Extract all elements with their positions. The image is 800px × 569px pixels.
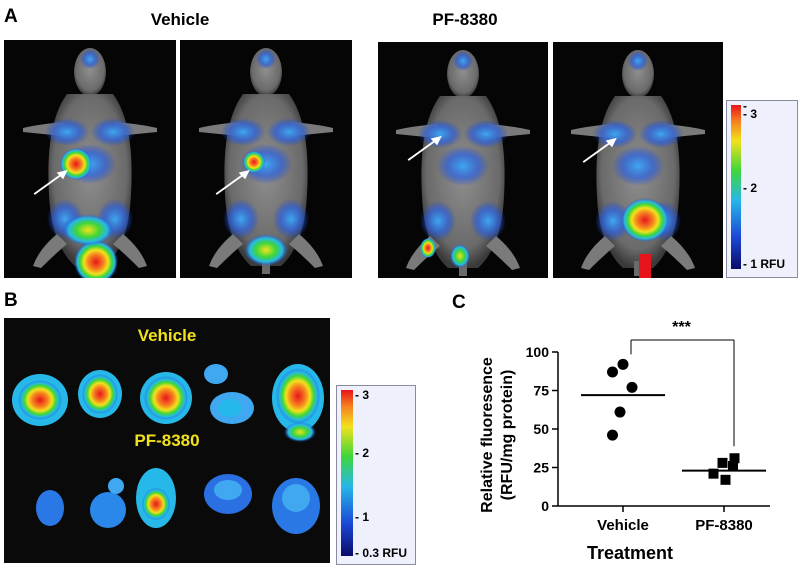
colorbar-panel-a: - - 3 - 2 - 1 RFU [726, 99, 798, 278]
data-point-square [708, 468, 719, 479]
data-point-circle [626, 381, 638, 393]
y-axis-title-line1: Relative fluoresence [479, 357, 496, 513]
panel-letter-c: C [452, 292, 466, 313]
y-axis-title-line2: (RFU/mg protein) [499, 370, 516, 501]
y-tick-label: 75 [533, 383, 549, 399]
mouse-image-vehicle-2 [180, 40, 352, 278]
x-axis-title: Treatment [587, 543, 673, 563]
mouse-image-pf8380-1 [378, 42, 548, 278]
data-point-square [728, 460, 738, 471]
data-point-circle [607, 366, 618, 378]
data-point-square [729, 453, 740, 464]
colorbar-panel-b: - 3 - 2 - 1 - 0.3 RFU [336, 385, 416, 565]
tissue-row-label-pf8380: PF-8380 [134, 431, 200, 450]
significance-label: *** [672, 319, 691, 336]
mouse-image-pf8380-2 [553, 42, 723, 278]
data-point-square [720, 474, 731, 485]
y-tick-label: 0 [541, 498, 549, 514]
group-title-pf8380: PF-8380 [432, 10, 498, 29]
panel-letter-a: A [4, 6, 18, 27]
data-point-circle [614, 406, 626, 418]
tissue-image: Vehicle PF-8380 [4, 318, 330, 563]
panel-letter-b: B [4, 290, 18, 311]
y-tick-label: 25 [533, 460, 549, 476]
colorbar-b-tick-3: - 3 [355, 388, 370, 402]
colorbar-a-tick-2: - 2 [743, 181, 758, 195]
scatter-chart: 0 25 50 75 100 Vehicle PF-8380 Treatment Relativ… [479, 319, 770, 563]
data-point-circle [607, 429, 618, 441]
colorbar-a-tick-3: - 3 [743, 107, 758, 121]
x-tick-label: Vehicle [597, 517, 649, 534]
data-point-circle [617, 358, 629, 370]
group-title-vehicle: Vehicle [150, 10, 210, 29]
colorbar-b-tick-1: - 1 [355, 510, 370, 524]
mouse-image-vehicle-1 [4, 40, 176, 278]
colorbar-b-tick-03: - 0.3 RFU [355, 546, 408, 560]
data-point-square [717, 457, 728, 468]
y-tick-label: 100 [526, 344, 550, 360]
colorbar-a-tick-1: - 1 RFU [743, 257, 786, 271]
y-tick-label: 50 [533, 421, 549, 437]
x-tick-label: PF-8380 [695, 517, 753, 534]
tissue-row-label-vehicle: Vehicle [137, 326, 197, 345]
colorbar-a-top-dash: - [743, 99, 747, 113]
colorbar-b-tick-2: - 2 [355, 446, 370, 460]
